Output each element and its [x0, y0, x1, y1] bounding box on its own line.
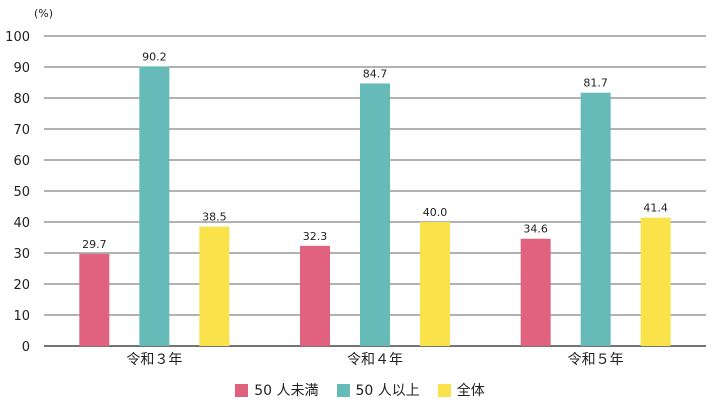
- legend-label: 50 人以上: [355, 383, 420, 399]
- bar: [520, 238, 551, 346]
- data-label: 40.0: [423, 206, 448, 219]
- data-label: 84.7: [363, 67, 388, 80]
- y-tick-label: 100: [5, 30, 30, 45]
- x-category-label: 令和４年: [347, 352, 403, 368]
- legend-swatch: [235, 383, 249, 397]
- y-tick-label: 0: [22, 340, 30, 355]
- bar: [79, 253, 110, 346]
- y-tick-label: 40: [13, 216, 30, 231]
- y-axis-unit-label: (%): [34, 7, 53, 20]
- legend-item-total: 全体: [437, 380, 485, 400]
- y-tick-label: 90: [13, 61, 30, 76]
- data-label: 34.6: [523, 223, 548, 236]
- legend-swatch: [336, 383, 350, 397]
- legend-item-50-plus: 50 人以上: [336, 380, 420, 400]
- data-label: 41.4: [643, 202, 668, 215]
- y-tick-label: 10: [13, 309, 30, 324]
- y-tick-label: 30: [13, 247, 30, 262]
- legend-label: 全体: [456, 383, 485, 399]
- bar: [580, 92, 611, 346]
- y-tick-label: 80: [13, 92, 30, 107]
- x-category-label: 令和３年: [126, 352, 182, 368]
- bar: [139, 66, 170, 346]
- data-label: 90.2: [142, 50, 167, 63]
- bar: [199, 226, 230, 346]
- bar: [360, 83, 390, 347]
- data-label: 29.7: [82, 238, 107, 251]
- bar: [420, 222, 450, 346]
- y-tick-label: 60: [13, 154, 30, 169]
- x-axis-categories: 令和３年 令和４年 令和５年: [126, 352, 623, 368]
- data-label: 38.5: [202, 211, 227, 224]
- legend-label: 50 人未満: [254, 383, 319, 399]
- legend-swatch: [437, 383, 451, 397]
- x-category-label: 令和５年: [568, 352, 624, 368]
- bar: [300, 245, 330, 346]
- bar: [640, 217, 671, 346]
- y-tick-label: 50: [13, 185, 30, 200]
- y-axis-ticks: 0 10 20 30 40 50 60 70 80 90 100: [5, 30, 30, 355]
- y-tick-label: 20: [13, 278, 30, 293]
- legend-item-under-50: 50 人未満: [235, 380, 319, 400]
- legend: 50 人未満 50 人以上 全体: [0, 380, 720, 400]
- data-label: 32.3: [303, 230, 328, 243]
- data-label: 81.7: [583, 77, 608, 90]
- y-tick-label: 70: [13, 123, 30, 138]
- bars: 29.7 90.2 38.5 32.3 84.7 40.0 34.6 81.7 41.4: [79, 50, 671, 347]
